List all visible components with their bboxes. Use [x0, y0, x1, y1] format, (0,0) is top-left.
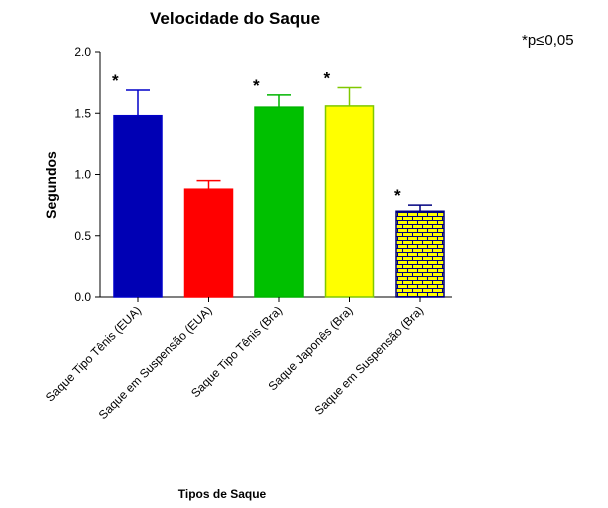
bar — [113, 114, 163, 298]
x-axis-label: Tipos de Saque — [178, 487, 267, 501]
y-tick-label: 1.5 — [74, 106, 91, 120]
y-tick-label: 1.0 — [74, 168, 91, 182]
bar — [395, 210, 445, 298]
y-tick-label: 0.5 — [74, 229, 91, 243]
y-axis-label: Segundos — [43, 151, 59, 219]
significance-marker: * — [324, 69, 331, 88]
x-tick-label: Saque em Suspensão (EUA) — [96, 303, 215, 422]
bar — [254, 106, 304, 298]
y-tick-label: 0.0 — [74, 290, 91, 304]
significance-marker: * — [112, 71, 119, 90]
significance-marker: * — [253, 76, 260, 95]
y-tick-label: 2.0 — [74, 45, 91, 59]
chart-title: Velocidade do Saque — [150, 9, 320, 28]
bar — [324, 105, 375, 298]
significance-marker: * — [394, 186, 401, 205]
bar — [183, 188, 234, 298]
significance-note: *p≤0,05 — [522, 32, 574, 49]
